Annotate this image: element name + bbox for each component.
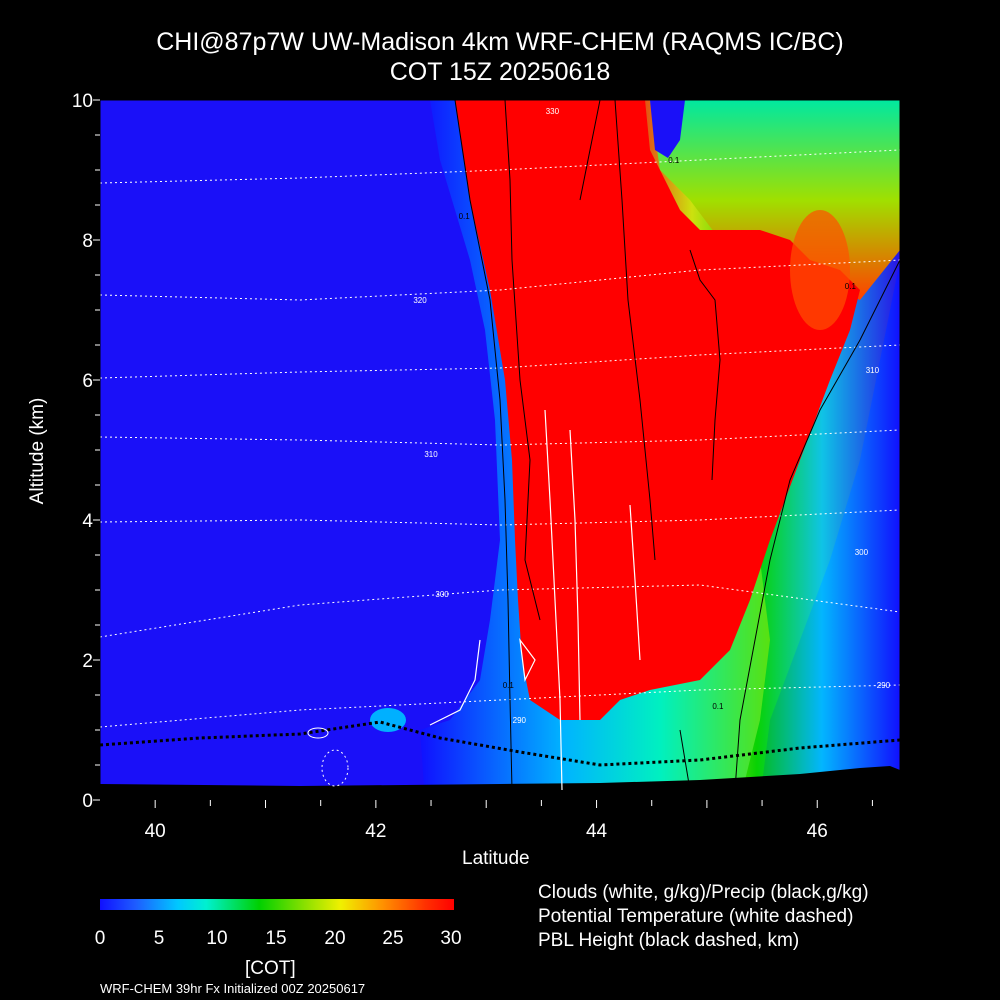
colorbar-tick: 0 [94,928,106,949]
cot-field-core [455,100,860,720]
y-axis-label: Altitude (km) [27,397,48,505]
theta-label: 300 [435,590,449,599]
low-cloud [370,708,406,732]
theta-contour [100,684,900,728]
footer-note: WRF-CHEM 39hr Fx Initialized 00Z 2025061… [100,981,366,996]
cloud-contour [307,727,329,739]
x-axis-label: Latitude [462,848,530,869]
cloud-contour [429,639,481,726]
cot-field-patch [790,210,850,330]
chart-title: CHI@87p7W UW-Madison 4km WRF-CHEM (RAQMS… [156,28,844,56]
cloud-contour [544,409,563,791]
theta-contour [100,149,900,184]
colorbar-tick: 15 [265,928,287,949]
theta-label: 310 [424,450,438,459]
theta-label: 310 [866,366,880,375]
precip-label: 0.1 [459,212,471,221]
theta-contour [100,584,900,638]
colorbar-tick: 30 [440,928,462,949]
theta-contour [100,344,900,379]
legend-clouds: Clouds (white, g/kg)/Precip (black,g/kg) [538,882,869,903]
precip-contour [734,259,900,791]
theta-label: 290 [513,716,527,725]
theta-label: 330 [546,107,560,116]
precip-contour [579,100,601,201]
pbl-height-line [100,720,900,767]
legend-potential-temperature: Potential Temperature (white dashed) [538,906,854,927]
y-tick-label: 0 [82,791,93,812]
precip-contour [689,249,721,481]
cot-field-notch [650,100,685,158]
colorbar-label: [COT] [245,958,296,979]
y-tick-label: 6 [82,371,93,392]
theta-contour [100,259,900,301]
precip-label: 0.1 [845,282,857,291]
colorbar-tick: 5 [153,928,165,949]
x-tick-label: 44 [586,821,608,842]
chart-subtitle: COT 15Z 20250618 [389,58,611,86]
x-tick-label: 42 [365,821,386,842]
colorbar-tick: 25 [382,928,404,949]
theta-contour [100,509,900,526]
colorbar [100,899,454,910]
x-tick-label: 46 [807,821,828,842]
theta-label: 290 [877,681,891,690]
precip-contour [504,100,541,621]
precip-contour [679,729,691,791]
theta-contour [100,429,900,446]
pbl-height-line [321,749,349,787]
x-tick-label: 40 [145,821,166,842]
precip-label: 0.1 [503,681,515,690]
colorbar-tick: 20 [324,928,346,949]
y-tick-label: 2 [82,651,93,672]
y-tick-label: 8 [82,231,93,252]
precip-label: 0.1 [712,702,724,711]
legend-pbl-height: PBL Height (black dashed, km) [538,930,800,951]
theta-label: 300 [855,548,869,557]
cloud-contour [629,504,641,661]
terrain [100,766,900,800]
precip-label: 0.1 [668,156,680,165]
precip-contour [614,100,656,561]
y-tick-label: 10 [72,91,93,112]
precip-contour [454,100,513,791]
theta-label: 320 [413,296,427,305]
y-tick-label: 4 [82,511,93,532]
cloud-contour [519,637,536,683]
colorbar-tick: 10 [206,928,228,949]
cloud-contour [569,429,581,721]
